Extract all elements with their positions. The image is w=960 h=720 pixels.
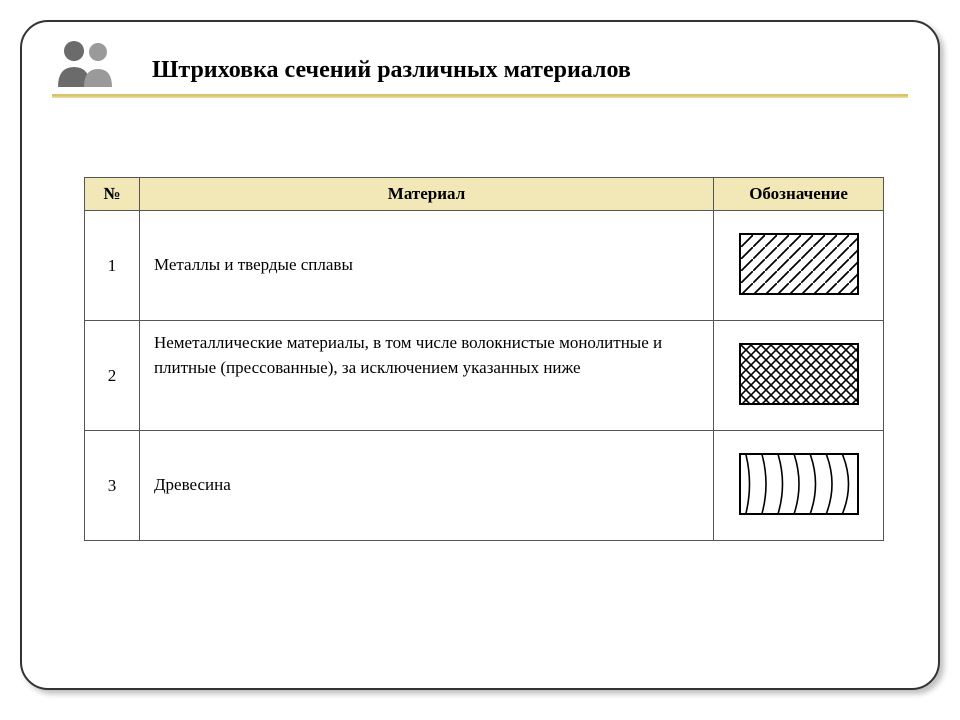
table-row: 2 Неметаллические материалы, в том числе… xyxy=(85,321,884,431)
table-row: 1 Металлы и твердые сплавы xyxy=(85,211,884,321)
hatch-nonmetal-icon xyxy=(739,343,859,405)
table-row: 3 Древесина xyxy=(85,431,884,541)
slide-frame: Штриховка сечений различных материалов №… xyxy=(20,20,940,690)
materials-table: № Материал Обозначение 1 Металлы и тверд… xyxy=(84,177,884,541)
col-header-symbol: Обозначение xyxy=(714,178,884,211)
row-material: Неметаллические материалы, в том числе в… xyxy=(139,321,713,431)
row-num: 3 xyxy=(85,431,140,541)
col-header-material: Материал xyxy=(139,178,713,211)
people-silhouette-icon xyxy=(52,37,127,92)
row-symbol xyxy=(714,321,884,431)
hatch-metal-icon xyxy=(739,233,859,295)
page-title: Штриховка сечений различных материалов xyxy=(52,47,908,84)
row-material: Древесина xyxy=(139,431,713,541)
title-underline xyxy=(52,94,908,98)
hatch-wood-icon xyxy=(739,453,859,515)
header: Штриховка сечений различных материалов xyxy=(52,47,908,122)
row-symbol xyxy=(714,211,884,321)
col-header-num: № xyxy=(85,178,140,211)
row-material: Металлы и твердые сплавы xyxy=(139,211,713,321)
materials-table-wrap: № Материал Обозначение 1 Металлы и тверд… xyxy=(84,177,884,541)
table-header-row: № Материал Обозначение xyxy=(85,178,884,211)
row-num: 2 xyxy=(85,321,140,431)
row-num: 1 xyxy=(85,211,140,321)
row-symbol xyxy=(714,431,884,541)
